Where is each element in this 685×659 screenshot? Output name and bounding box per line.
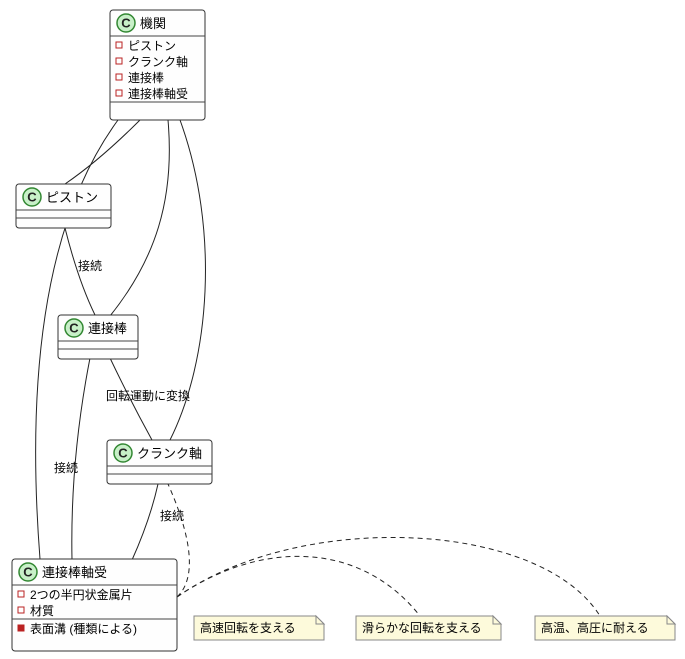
edge-label: 接続	[78, 258, 102, 273]
edge-label: 接続	[160, 508, 184, 523]
class-badge-letter: C	[121, 16, 131, 31]
edge	[72, 358, 90, 560]
extra-label: 表面溝 (種類による)	[30, 622, 137, 636]
class-title: 連接棒	[88, 321, 127, 336]
note-link	[177, 556, 420, 616]
class-badge-letter: C	[23, 565, 33, 580]
class-badge-letter: C	[69, 321, 79, 336]
field-label: 連接棒	[128, 70, 164, 85]
field-label: ピストン	[128, 39, 176, 53]
class-title: クランク軸	[137, 446, 202, 461]
class-badge-letter: C	[27, 190, 37, 205]
note-link	[177, 537, 600, 616]
class-title: ピストン	[46, 190, 98, 205]
class-title: 連接棒軸受	[42, 565, 107, 580]
class-node-crank: C クランク軸	[107, 440, 212, 484]
class-title: 機関	[140, 16, 166, 31]
note-text: 滑らかな回転を支える	[362, 621, 482, 635]
field-label: 連接棒軸受	[128, 86, 188, 101]
note-text: 高温、高圧に耐える	[541, 620, 649, 635]
edge-label: 接続	[54, 460, 78, 475]
field-label: 2つの半円状金属片	[30, 587, 133, 602]
field-label: 材質	[30, 603, 54, 618]
note: 高速回転を支える	[194, 616, 324, 640]
class-node-piston: C ピストン	[16, 184, 111, 228]
edge-label: 回転運動に変換	[106, 388, 190, 403]
edge	[65, 120, 140, 184]
class-node-conrod: C 連接棒	[58, 315, 138, 359]
class-node-bearing: C 連接棒軸受 2つの半円状金属片材質表面溝 (種類による)	[12, 559, 177, 651]
edge	[132, 484, 158, 560]
note: 高温、高圧に耐える	[535, 616, 675, 640]
note: 滑らかな回転を支える	[356, 616, 501, 640]
field-label: クランク軸	[128, 55, 188, 69]
class-node-engine: C 機関ピストンクランク軸連接棒連接棒軸受	[110, 10, 205, 120]
field-marker-icon	[18, 625, 24, 631]
class-badge-letter: C	[118, 446, 128, 461]
note-text: 高速回転を支える	[200, 620, 296, 635]
edge	[110, 120, 169, 316]
